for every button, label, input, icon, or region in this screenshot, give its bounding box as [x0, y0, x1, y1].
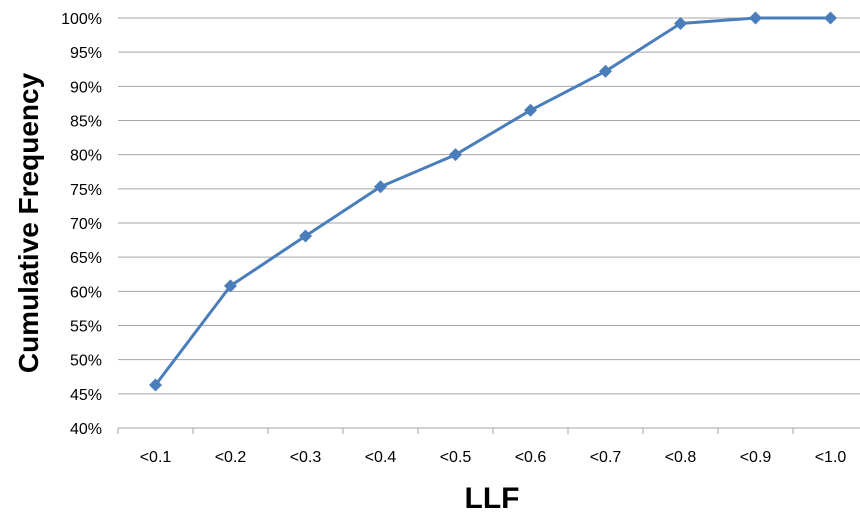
data-point-marker	[674, 16, 687, 30]
y-tick-label: 70%	[70, 216, 102, 233]
y-tick-label: 50%	[70, 353, 102, 370]
y-tick-labels: 40% 45% 50% 55% 60% 65% 70% 75% 80% 85% 90% 95% 100%	[61, 11, 102, 438]
series-group	[149, 11, 837, 392]
data-point-marker	[224, 279, 237, 293]
y-tick-label: 40%	[70, 421, 102, 438]
data-point-marker	[524, 103, 537, 117]
y-tick-label: 85%	[70, 114, 102, 131]
y-tick-label: 100%	[61, 11, 102, 28]
data-point-marker	[824, 11, 837, 25]
data-point-marker	[599, 64, 612, 78]
y-tick-label: 45%	[70, 387, 102, 404]
y-tick-label: 55%	[70, 319, 102, 336]
y-tick-label: 60%	[70, 284, 102, 301]
data-point-marker	[374, 180, 387, 194]
x-tick-label: <0.1	[140, 449, 172, 466]
y-gridlines	[118, 17, 860, 429]
data-point-marker	[449, 148, 462, 162]
x-tick-label: <0.6	[515, 449, 547, 466]
y-tick-label: 95%	[70, 45, 102, 62]
data-point-marker	[749, 11, 762, 25]
y-axis-title: Cumulative Frequency	[13, 72, 44, 373]
data-point-marker	[149, 378, 162, 392]
y-tick-label: 65%	[70, 250, 102, 267]
x-tick-labels: <0.1 <0.2 <0.3 <0.4 <0.5 <0.6 <0.7 <0.8 <0.9 <1.0	[117, 428, 847, 466]
y-tick-label: 80%	[70, 148, 102, 165]
x-tick-label: <1.0	[815, 449, 847, 466]
y-tick-label: 90%	[70, 79, 102, 96]
x-tick-label: <0.2	[215, 449, 247, 466]
y-tick-label: 75%	[70, 182, 102, 199]
x-tick-label: <0.3	[290, 449, 322, 466]
x-tick-label: <0.7	[590, 449, 622, 466]
x-tick-label: <0.5	[440, 449, 472, 466]
series-line	[154, 16, 831, 386]
data-point-marker	[299, 229, 312, 243]
x-axis-title: LLF	[465, 482, 520, 514]
x-tick-label: <0.9	[740, 449, 772, 466]
x-tick-label: <0.4	[365, 449, 397, 466]
x-tick-label: <0.8	[665, 449, 697, 466]
